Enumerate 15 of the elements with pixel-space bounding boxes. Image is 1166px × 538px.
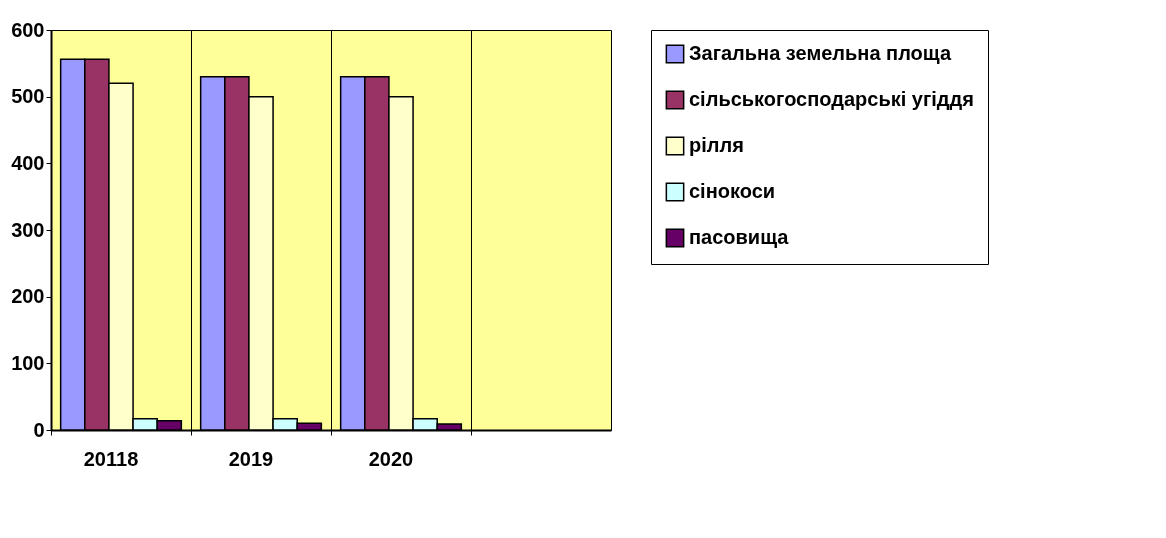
legend-label: сінокоси: [689, 180, 776, 202]
y-tick-label: 0: [33, 418, 45, 441]
y-tick-label: 200: [11, 285, 45, 308]
legend-label: пасовища: [689, 226, 790, 248]
y-tick-label: 600: [11, 18, 45, 41]
y-tick-label: 400: [11, 151, 45, 174]
x-tick-label: 2019: [228, 447, 274, 470]
legend-label: сільськогосподарські угіддя: [689, 88, 974, 110]
y-tick-label: 300: [11, 218, 45, 241]
legend-label: Загальна земельна площа: [689, 42, 952, 64]
y-tick-label: 100: [11, 351, 45, 374]
x-tick-label: 20118: [83, 447, 139, 470]
x-tick-label: 2020: [368, 447, 414, 470]
y-tick-label: 500: [11, 85, 45, 108]
legend-label: рілля: [689, 134, 744, 156]
